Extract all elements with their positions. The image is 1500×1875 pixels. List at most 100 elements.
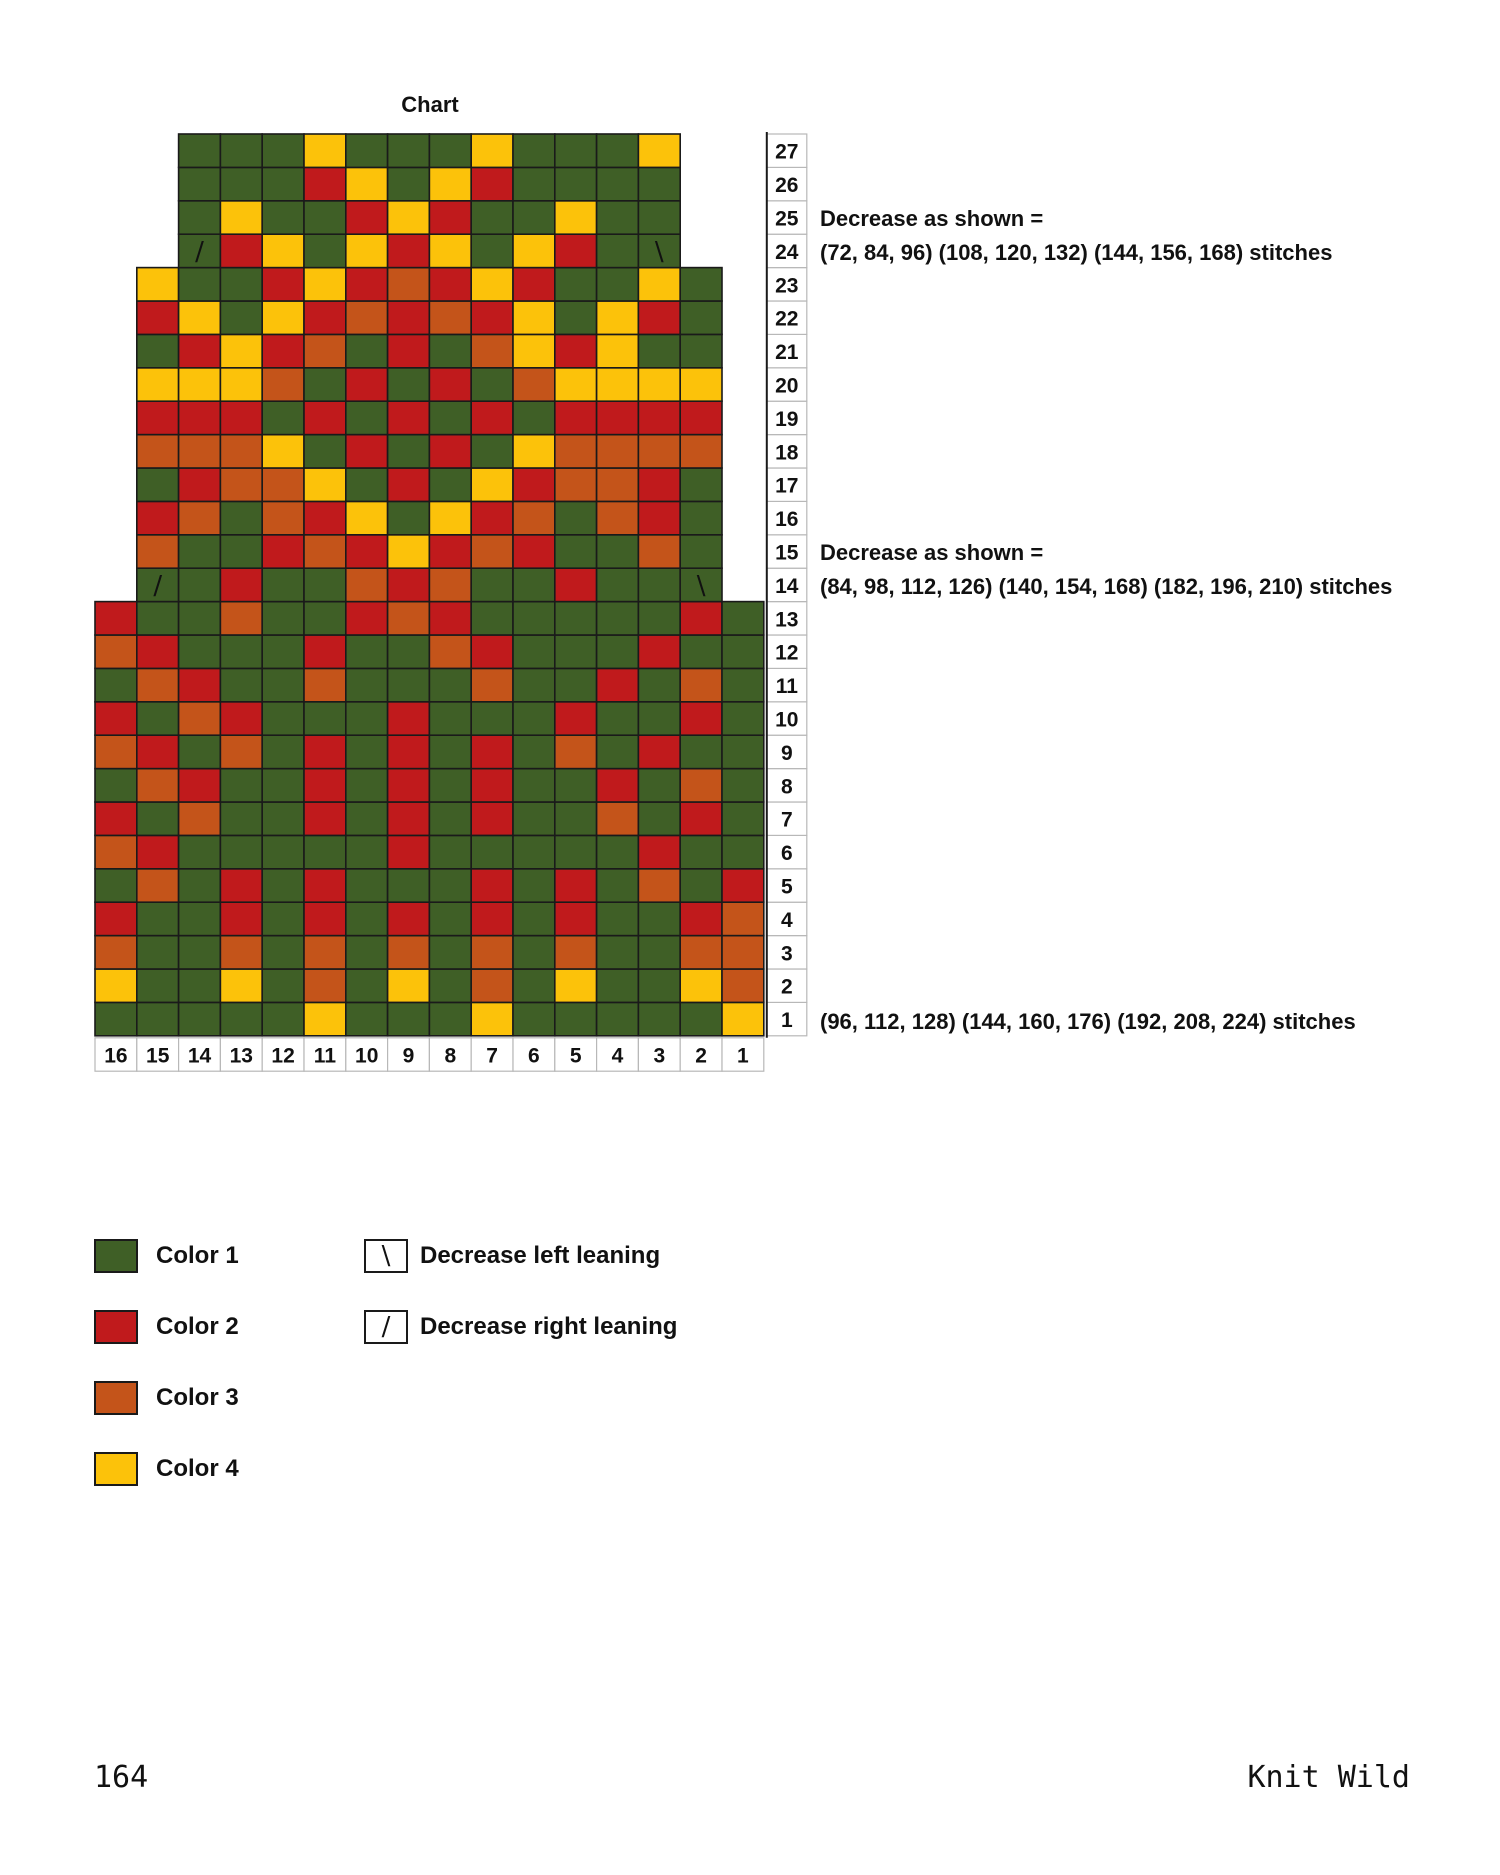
row-number-cell [766, 367, 808, 402]
chart-cell [470, 834, 514, 870]
chart-cell [177, 533, 222, 569]
row-number-label: 12 [775, 642, 798, 665]
chart-cell [512, 533, 556, 569]
chart-cell [428, 467, 472, 503]
column-number-label: 15 [146, 1045, 170, 1068]
chart-cell [94, 700, 138, 736]
chart-cell [428, 533, 472, 569]
chart-cell [595, 533, 640, 569]
chart-cell [595, 467, 640, 503]
chart-cell [177, 433, 222, 469]
chart-cell [595, 266, 640, 302]
row-number-label: 1 [781, 1009, 793, 1032]
chart-cell [679, 266, 723, 302]
chart-cell [177, 366, 222, 402]
row-number-label: 10 [775, 709, 798, 732]
chart-cell [344, 867, 389, 903]
chart-cell [261, 166, 305, 202]
chart-cell [303, 1001, 347, 1037]
legend-color1: Color 1 [94, 1236, 239, 1276]
column-number-label: 9 [403, 1045, 415, 1068]
chart-cell [512, 934, 556, 970]
chart-cell [386, 467, 431, 503]
column-number-cell [219, 1037, 263, 1072]
chart-cell [470, 266, 514, 302]
chart-cell [386, 667, 431, 703]
chart-cell [219, 767, 263, 803]
chart-cell [261, 433, 305, 469]
chart-cell [177, 266, 222, 302]
chart-cell [386, 333, 431, 369]
chart-cell [219, 667, 263, 703]
chart-cell [261, 834, 305, 870]
chart-cell [344, 133, 389, 169]
chart-cell [219, 533, 263, 569]
chart-cell [303, 433, 347, 469]
chart-cell [553, 600, 598, 636]
row-number-cell [766, 200, 808, 235]
chart-cell [219, 934, 263, 970]
chart-cell [679, 934, 723, 970]
chart-cell [679, 400, 723, 436]
chart-cell [679, 834, 723, 870]
chart-cell [261, 901, 305, 937]
chart-cell [94, 767, 138, 803]
chart-cell [177, 767, 222, 803]
chart-cell [219, 500, 263, 536]
chart-cell [386, 767, 431, 803]
chart-cell [303, 600, 347, 636]
chart-cell [679, 500, 723, 536]
chart-cell [261, 266, 305, 302]
chart-cell [470, 467, 514, 503]
row-number-label: 25 [775, 208, 799, 231]
row-number-label: 14 [775, 575, 799, 598]
chart-cell [386, 700, 431, 736]
chart-cell [303, 233, 347, 269]
chart-cell [219, 366, 263, 402]
chart-cell [428, 834, 472, 870]
chart-cell [512, 734, 556, 770]
chart-cell [219, 467, 263, 503]
chart-cell [344, 400, 389, 436]
chart-cell [512, 1001, 556, 1037]
chart-cell [553, 233, 598, 269]
column-number-label: 7 [486, 1045, 498, 1068]
chart-cell [721, 667, 765, 703]
chart-cell [136, 834, 180, 870]
row-number-cell [766, 600, 808, 636]
chart-cell [428, 600, 472, 636]
chart-cell [261, 366, 305, 402]
chart-cell [637, 600, 682, 636]
column-number-label: 6 [528, 1045, 540, 1068]
row-number-label: 16 [775, 508, 798, 531]
chart-cell [219, 801, 263, 837]
decrease-note-row15: Decrease as shown = [820, 540, 1044, 565]
column-number-label: 3 [653, 1045, 665, 1068]
column-number-cell [554, 1037, 598, 1072]
row-number-label: 8 [781, 775, 793, 798]
chart-cell [177, 1001, 222, 1037]
chart-cell [136, 667, 180, 703]
chart-cell [261, 767, 305, 803]
column-number-label: 8 [444, 1045, 456, 1068]
chart-cell [386, 1001, 431, 1037]
chart-cell [136, 467, 180, 503]
chart-cell [219, 200, 263, 236]
chart-cell [344, 634, 389, 670]
chart-cell [512, 166, 556, 202]
chart-cell [512, 834, 556, 870]
chart-cell [177, 300, 222, 336]
chart-cell [595, 133, 640, 169]
chart-cell [512, 600, 556, 636]
chart-cell [470, 233, 514, 269]
chart-cell [512, 567, 556, 603]
column-number-label: 13 [230, 1045, 253, 1068]
chart-cell [386, 300, 431, 336]
chart-cell [637, 233, 682, 269]
row-number-label: 6 [781, 842, 793, 865]
chart-cell [344, 767, 389, 803]
chart-cell [679, 968, 723, 1004]
chart-cell [177, 166, 222, 202]
chart-cell [428, 901, 472, 937]
chart-cell [595, 667, 640, 703]
